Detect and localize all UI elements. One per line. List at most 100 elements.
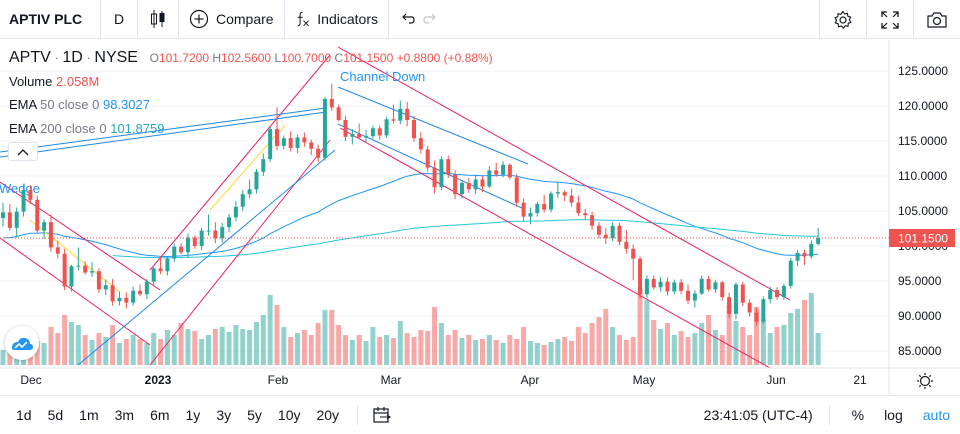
range-6m[interactable]: 6m xyxy=(150,406,170,423)
main-channel-upper-line[interactable] xyxy=(337,46,791,301)
volume-bar xyxy=(692,333,698,365)
legend-ema50-row[interactable]: EMA 50 close 0 98.3027 xyxy=(9,93,493,117)
main-channel-lower-line[interactable] xyxy=(339,127,771,369)
candle xyxy=(706,276,711,292)
volume-bar xyxy=(555,339,561,365)
time-axis[interactable]: Dec 2023 Feb Mar Apr May Jun 21 xyxy=(20,373,867,387)
volume-bar xyxy=(89,340,95,365)
range-20y[interactable]: 20y xyxy=(316,406,340,423)
wedge-annotation[interactable]: Wedge xyxy=(0,181,40,196)
candle xyxy=(733,282,738,320)
candle-body xyxy=(658,281,663,288)
logo-badge[interactable] xyxy=(5,326,39,360)
open-value: 101.7200 xyxy=(158,51,210,65)
candle-body xyxy=(761,299,766,322)
volume-bar xyxy=(274,305,280,365)
yellow-trendline[interactable] xyxy=(209,124,286,211)
range-10y[interactable]: 10y xyxy=(277,406,301,423)
calendar-range-icon[interactable] xyxy=(372,406,392,424)
symbol-search-button[interactable]: APTIV PLC xyxy=(0,0,101,39)
candle-body xyxy=(247,189,252,195)
clock-time[interactable]: 23:41:05 (UTC-4) xyxy=(704,405,830,425)
range-1m[interactable]: 1m xyxy=(79,406,99,423)
interval-button[interactable]: D xyxy=(101,0,138,39)
left-channel-lower-line[interactable] xyxy=(0,237,151,346)
settings-button[interactable] xyxy=(819,0,866,39)
price-axis[interactable]: 85.000090.000095.0000100.0000105.0000110… xyxy=(898,64,948,358)
candle xyxy=(665,277,670,296)
candle-body xyxy=(7,212,12,228)
volume-bar xyxy=(171,335,177,365)
axis-settings-button[interactable] xyxy=(889,368,960,394)
range-5y[interactable]: 5y xyxy=(247,406,262,423)
ema200-value: 101.8759 xyxy=(110,120,165,136)
candle-body xyxy=(487,170,492,187)
left-channel-upper-line[interactable] xyxy=(0,181,161,291)
candle-body xyxy=(412,120,416,139)
candle-body xyxy=(398,108,403,121)
volume-bar xyxy=(199,339,205,365)
legend-main-row: APTV · 1D · NYSE O101.7200 H102.5600 L10… xyxy=(9,46,493,70)
price-chart[interactable]: Channel Down Wedge 85.0000 90.0000 95.0000… xyxy=(0,40,960,395)
auto-toggle[interactable]: auto xyxy=(922,407,950,423)
range-5d[interactable]: 5d xyxy=(47,406,64,423)
volume-bar xyxy=(219,327,225,365)
candle-body xyxy=(384,119,389,136)
wedge-lower-line[interactable] xyxy=(0,111,327,158)
candle xyxy=(713,279,718,293)
legend-volume-row[interactable]: Volume 2.058M xyxy=(9,70,493,94)
candle xyxy=(206,214,211,236)
candle-body xyxy=(76,265,81,267)
volume-bar xyxy=(404,333,410,365)
percent-toggle[interactable]: % xyxy=(851,407,865,423)
candle xyxy=(76,247,81,271)
log-toggle[interactable]: log xyxy=(884,407,903,423)
candle-body xyxy=(185,237,190,253)
volume-bar xyxy=(569,341,575,365)
candle-body xyxy=(254,171,259,190)
candle xyxy=(281,135,286,150)
wedge-upper-line[interactable] xyxy=(0,107,327,153)
range-3y[interactable]: 3y xyxy=(216,406,232,423)
channel-down-annotation[interactable]: Channel Down xyxy=(340,69,425,84)
compare-button[interactable]: Compare xyxy=(179,0,285,39)
range-1y[interactable]: 1y xyxy=(185,406,201,423)
rising-channel-upper-line[interactable] xyxy=(149,54,331,271)
screenshot-button[interactable] xyxy=(913,0,960,39)
legend-collapse-button[interactable] xyxy=(8,142,38,161)
rising-channel-wedge-line[interactable] xyxy=(77,149,336,366)
range-1d[interactable]: 1d xyxy=(16,406,32,423)
candle xyxy=(624,229,629,254)
indicators-button[interactable]: Indicators xyxy=(285,0,389,39)
volume-bar xyxy=(55,333,61,365)
range-3m[interactable]: 3m xyxy=(114,406,135,423)
high-value: 102.5600 xyxy=(221,51,272,65)
candle-body xyxy=(1,212,5,218)
legend-ema200-row[interactable]: EMA 200 close 0 101.8759 xyxy=(9,117,493,141)
rising-channel-lower-line[interactable] xyxy=(149,139,331,366)
volume-bar xyxy=(685,337,691,365)
candle xyxy=(405,101,410,127)
volume-bar xyxy=(733,321,739,365)
volume-bar xyxy=(96,333,102,365)
volume-bar xyxy=(123,339,129,365)
candle-body xyxy=(651,278,656,288)
bottom-right-group: 23:41:05 (UTC-4) % log auto xyxy=(704,396,960,434)
candle-body xyxy=(343,120,348,137)
candle-body xyxy=(501,164,506,175)
volume-bar xyxy=(233,325,239,365)
redo-icon[interactable] xyxy=(423,11,439,27)
candle xyxy=(651,275,656,290)
volume-bar xyxy=(281,327,287,365)
yellow-trendline-left[interactable] xyxy=(29,219,121,293)
channel-down-upper-line[interactable] xyxy=(337,86,529,165)
candle-body xyxy=(740,284,745,303)
candle-body xyxy=(617,225,622,242)
candle xyxy=(247,179,252,199)
candle xyxy=(507,163,512,180)
undo-icon[interactable] xyxy=(399,11,415,27)
candle xyxy=(350,129,355,145)
fullscreen-button[interactable] xyxy=(866,0,913,39)
channel-down-lower-line[interactable] xyxy=(337,123,525,210)
chart-style-button[interactable] xyxy=(138,0,179,39)
